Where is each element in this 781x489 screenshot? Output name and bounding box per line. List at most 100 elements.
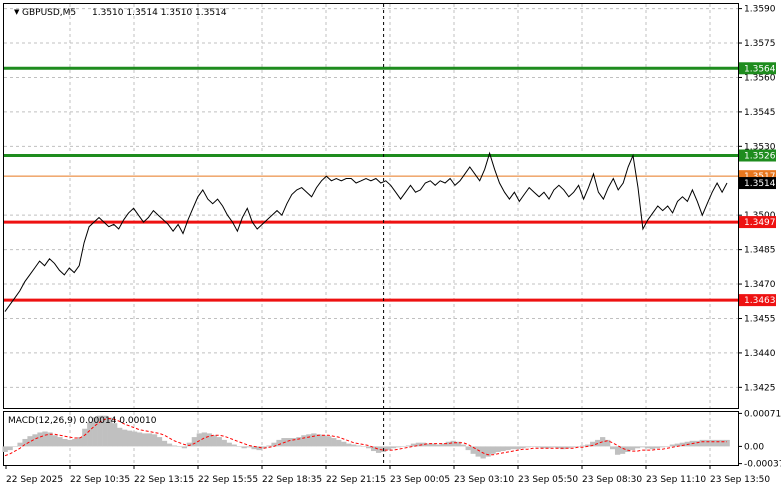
macd-bar: [271, 442, 277, 447]
macd-bar: [181, 446, 188, 449]
macd-bar: [590, 441, 596, 447]
macd-bar: [156, 437, 163, 447]
macd-label: MACD(12,26,9) 0.00014 0.00010: [8, 416, 157, 426]
macd-bar: [306, 434, 312, 447]
macd-bar: [515, 446, 521, 450]
macd-bar: [52, 435, 58, 447]
macd-bar: [405, 445, 412, 447]
macd-bar: [560, 446, 566, 450]
price-grid: [4, 4, 738, 408]
macd-bar: [366, 446, 372, 449]
price-tick-label: 1.3575: [744, 39, 776, 49]
macd-bar: [126, 430, 133, 447]
time-tick-label: 23 Sep 00:05: [390, 475, 450, 485]
macd-bar: [32, 434, 38, 447]
macd-bar: [385, 446, 392, 451]
ohlc-values: 1.3510 1.3514 1.3510 1.3514: [92, 8, 227, 18]
macd-bar: [550, 446, 556, 448]
macd-axis: 0.00071 0.00 -0.00037: [738, 409, 781, 470]
macd-bar: [644, 446, 651, 449]
macd-bar: [445, 441, 451, 447]
macd-bar: [535, 446, 541, 448]
macd-bar: [226, 442, 232, 447]
macd-bar: [351, 444, 357, 447]
macd-bar: [251, 446, 257, 450]
macd-bar: [430, 443, 437, 447]
macd-bar: [2, 446, 8, 452]
price-tick-label: 1.3530: [744, 142, 776, 152]
macd-bar: [186, 442, 193, 447]
price-levels: [4, 66, 738, 302]
price-pane[interactable]: [3, 3, 739, 409]
current-price-tag: [739, 177, 776, 190]
macd-bar: [565, 446, 571, 449]
macd-bar: [485, 446, 491, 457]
symbol-label: GBPUSD,M5: [22, 8, 76, 18]
macd-bar: [82, 428, 88, 447]
macd-bar: [435, 444, 441, 447]
macd-bar: [291, 438, 297, 447]
macd-tick-label: 0.00071: [744, 409, 781, 419]
macd-bar: [490, 446, 496, 454]
macd-bar: [57, 437, 63, 447]
price-series: [4, 151, 728, 312]
macd-bar: [241, 446, 247, 449]
macd-bar: [649, 446, 656, 450]
macd-bar: [136, 432, 143, 447]
macd-tick-label: 0.00: [744, 442, 764, 452]
macd-bar: [669, 444, 676, 447]
time-tick-label: 22 Sep 10:35: [70, 475, 130, 485]
macd-bar: [470, 446, 476, 454]
macd-bar: [346, 443, 352, 447]
time-tick-label: 23 Sep 08:30: [582, 475, 642, 485]
macd-bar: [42, 431, 48, 447]
price-tick-label: 1.3590: [744, 5, 776, 15]
macd-bar: [709, 439, 715, 447]
macd-bar: [425, 443, 432, 447]
macd-grid: [69, 412, 711, 465]
macd-bar: [410, 443, 417, 447]
macd-bar: [500, 446, 506, 452]
macd-bar: [276, 439, 282, 447]
macd-bar: [141, 433, 148, 447]
price-tick-label: 1.3440: [744, 349, 776, 359]
macd-bar: [151, 434, 158, 447]
macd-signal-line: [4, 417, 727, 457]
macd-bar: [296, 437, 302, 447]
macd-bar: [286, 438, 292, 447]
macd-bar: [540, 446, 546, 449]
macd-bar: [460, 444, 466, 447]
level-tag-label: 1.3564: [744, 64, 776, 74]
macd-bar: [122, 429, 128, 447]
symbol-marker-icon: ▼: [14, 8, 20, 16]
macd-bar: [216, 437, 222, 447]
macd-bar: [206, 433, 212, 447]
macd-bar: [505, 446, 511, 451]
macd-bar: [316, 434, 322, 447]
macd-bar: [575, 446, 581, 447]
macd-pane[interactable]: [2, 411, 739, 466]
macd-histogram: [2, 415, 730, 459]
macd-bar: [331, 438, 337, 447]
price-tick-label: 1.3485: [744, 246, 776, 256]
macd-bar: [605, 439, 611, 447]
time-tick-label: 23 Sep 11:10: [646, 475, 706, 485]
time-axis[interactable]: 22 Sep 2025 22 Sep 10:35 22 Sep 13:15 22 Se…: [5, 465, 770, 485]
macd-bar: [699, 439, 705, 447]
macd-bar: [97, 415, 103, 447]
macd-bar: [27, 436, 33, 447]
macd-bar: [341, 441, 347, 447]
macd-bar: [67, 439, 73, 447]
macd-bar: [555, 446, 561, 449]
macd-bar: [639, 446, 646, 448]
macd-bar: [176, 446, 183, 447]
macd-bar: [221, 439, 227, 447]
macd-bar: [301, 435, 307, 447]
macd-bar: [256, 446, 262, 451]
macd-bar: [72, 438, 78, 447]
macd-bar: [600, 437, 606, 447]
macd-bar: [714, 439, 720, 447]
macd-bar: [261, 446, 267, 449]
macd-bar: [659, 446, 666, 448]
